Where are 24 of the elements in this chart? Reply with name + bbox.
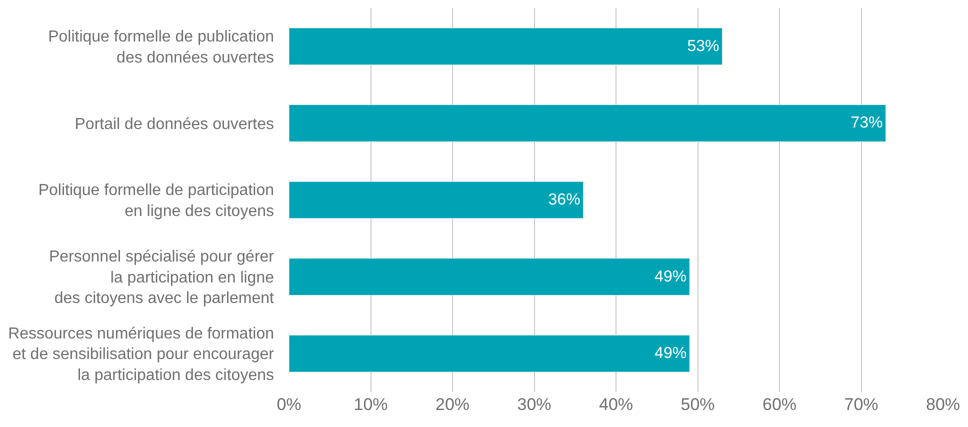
bar [289, 258, 690, 296]
y-tick-label: Politique formelle de participation en ligne des citoyens [38, 182, 274, 220]
y-tick-label: Ressources numériques de formation et de sensibilisation pour encourager la participation des citoyens [8, 325, 275, 384]
x-tick-label: 40% [598, 395, 634, 414]
x-tick-label: 80% [926, 395, 960, 414]
y-tick-label: Politique formelle de publication des données ouvertes [48, 28, 274, 66]
data-label: 36% [548, 192, 580, 208]
x-tick-label: 50% [680, 395, 715, 414]
x-tick-label: 60% [762, 395, 797, 414]
x-tick-label: 20% [435, 395, 470, 414]
bar [289, 334, 690, 372]
data-label: 49% [654, 345, 687, 362]
y-tick-label: Portail de données ouvertes [74, 116, 274, 133]
x-tick-label: 10% [354, 395, 388, 414]
data-label: 49% [654, 268, 687, 286]
x-tick-label: 70% [844, 395, 878, 414]
bar [289, 28, 723, 66]
x-tick-label: 0% [276, 395, 302, 414]
bar [289, 104, 886, 142]
data-label: 53% [687, 38, 720, 55]
data-label: 73% [850, 114, 883, 132]
bar [289, 181, 584, 219]
y-tick-label: Personnel spécialisé pour gérer la participation en ligne des citoyens avec le parlement [48, 248, 275, 308]
x-tick-label: 30% [517, 395, 552, 414]
